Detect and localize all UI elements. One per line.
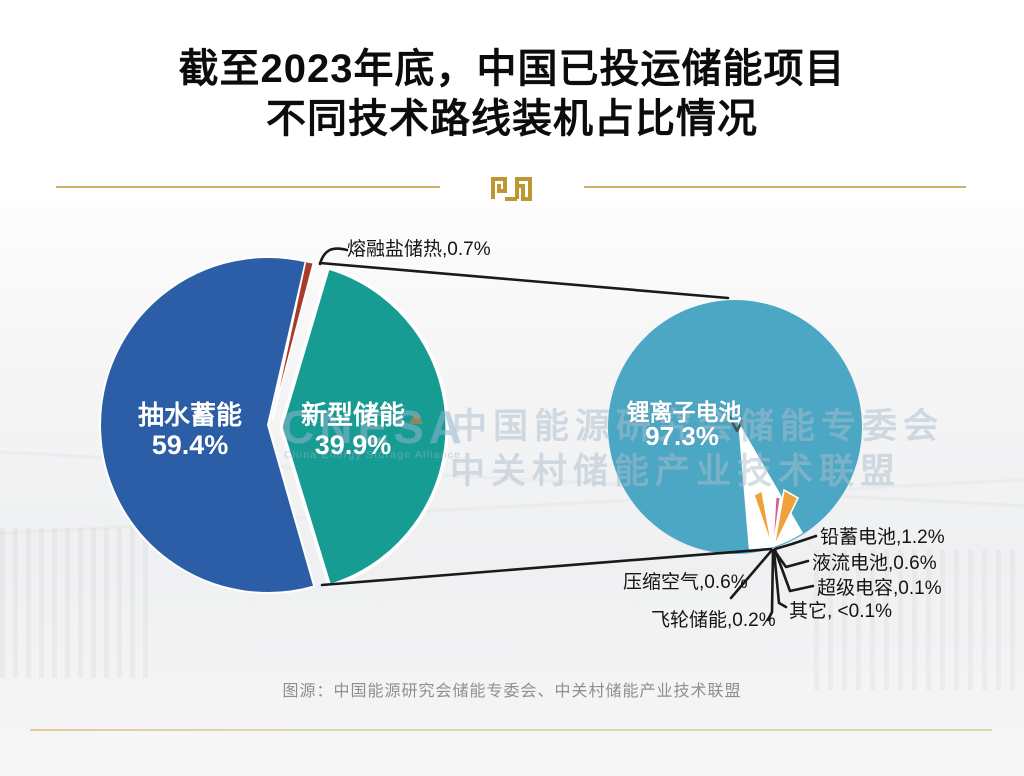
molten-salt-callout: 熔融盐储热,0.7% bbox=[347, 239, 491, 260]
compressed-air-callout-line bbox=[729, 548, 774, 600]
divider-line-left bbox=[56, 186, 440, 188]
pumped-hydro-label: 抽水蓄能 bbox=[137, 400, 243, 430]
pie1-slice-molten-salt bbox=[271, 260, 315, 422]
flywheel-callout: 飞轮储能,0.2% bbox=[651, 610, 776, 631]
pie2-sliver-compressed-air bbox=[753, 489, 773, 548]
lithium-value: 97.3% bbox=[645, 421, 719, 451]
others-callout: 其它, <0.1% bbox=[789, 601, 892, 622]
pie2-new-type-breakdown bbox=[608, 300, 862, 554]
flow-battery-callout: 液流电池,0.6% bbox=[812, 553, 937, 574]
lead-acid-callout-line bbox=[773, 534, 818, 551]
page-title: 截至2023年底，中国已投运储能项目 不同技术路线装机占比情况 bbox=[0, 44, 1024, 144]
series-line-bottom bbox=[320, 547, 773, 587]
page-title-line1: 截至2023年底，中国已投运储能项目 bbox=[178, 47, 846, 91]
pie2-sliver-lead-acid bbox=[773, 488, 800, 548]
source-credit: 图源：中国能源研究会储能专委会、中关村储能产业技术联盟 bbox=[282, 683, 742, 700]
lithium-label: 锂离子电池 bbox=[626, 399, 742, 425]
lead-acid-callout: 铅蓄电池,1.2% bbox=[820, 527, 945, 548]
connector-lines bbox=[318, 247, 818, 622]
new-type-value: 39.9% bbox=[314, 430, 392, 460]
pie1-slice-pumped-hydro bbox=[99, 256, 316, 594]
background-photo-building-left bbox=[0, 528, 150, 678]
pumped-hydro-value: 59.4% bbox=[151, 430, 229, 460]
pie1-overall-storage bbox=[99, 256, 449, 594]
pie2-center-tick bbox=[727, 414, 744, 433]
bottom-gold-line bbox=[30, 729, 992, 731]
pie2-sliver-flow-battery bbox=[772, 496, 781, 548]
pie1-slice-new-type bbox=[279, 265, 449, 588]
new-type-label: 新型储能 bbox=[300, 400, 406, 430]
background-photo-building-right bbox=[814, 550, 1024, 690]
series-line-top bbox=[318, 261, 730, 300]
molten-salt-callout-line bbox=[318, 247, 349, 266]
page-title-line2: 不同技术路线装机占比情况 bbox=[266, 97, 758, 141]
flywheel-callout-line bbox=[766, 549, 775, 622]
gold-meander-logo-icon bbox=[491, 177, 532, 201]
supercap-callout-line bbox=[773, 548, 815, 593]
divider-line-right bbox=[584, 186, 966, 188]
supercap-callout: 超级电容,0.1% bbox=[817, 578, 942, 599]
compressed-air-callout: 压缩空气,0.6% bbox=[623, 572, 748, 593]
others-callout-line bbox=[772, 549, 788, 609]
